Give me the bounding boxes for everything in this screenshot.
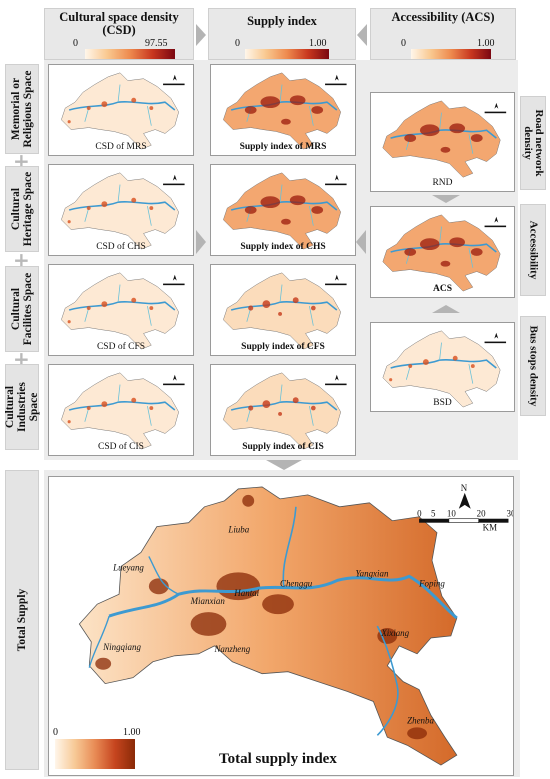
north-arrow-icon <box>458 492 471 509</box>
scale-unit: KM <box>483 523 497 533</box>
caption-acs: ACS <box>432 284 452 294</box>
map-csd-chs: CSD of CHS <box>48 164 194 256</box>
map-supply-cis: Supply index of CIS <box>210 364 356 456</box>
header-supply-min: 0 <box>235 38 240 49</box>
caption-supply-mrs: Supply index of MRS <box>239 142 327 152</box>
header-csd-max: 97.55 <box>145 38 168 49</box>
header-acs: Accessibility (ACS) 0 1.00 <box>370 8 516 60</box>
place-label: Chenggu <box>280 578 313 588</box>
arrow-left-row <box>356 230 366 254</box>
caption-csd-cis: CSD of CIS <box>98 442 144 452</box>
map-csd-cis: CSD of CIS <box>48 364 194 456</box>
caption-rnd: RND <box>432 178 453 188</box>
supply-color-ramp <box>245 49 329 59</box>
place-label: Ningqiang <box>102 642 141 652</box>
map-csd-mrs: CSD of MRS <box>48 64 194 156</box>
map-supply-chs: Supply index of CHS <box>210 164 356 256</box>
place-label: Liuba <box>227 525 249 535</box>
header-acs-min: 0 <box>401 38 406 49</box>
arrow-right-header-1 <box>196 24 206 46</box>
scale-tick-label: 0 <box>417 509 422 519</box>
place-label: Mianxian <box>190 596 226 606</box>
place-labels: Liuba Lueyang Foping Mianxian Hantai Chenggu Y… <box>102 525 445 726</box>
row-label-cis: Cultural Industries Space <box>4 364 40 450</box>
map-svg <box>371 93 514 191</box>
scale-tick-label: 20 <box>477 509 486 519</box>
arrow-left-header-2 <box>357 24 367 46</box>
header-acs-max: 1.00 <box>477 38 495 49</box>
caption-supply-cis: Supply index of CIS <box>242 442 324 452</box>
place-label: Xixiang <box>380 628 409 638</box>
side-label-acs: Accessibility <box>520 204 546 296</box>
hotspots <box>95 494 428 740</box>
tributary <box>148 556 179 595</box>
tributary <box>282 506 297 589</box>
header-csd: Cultural space density (CSD) 0 97.55 <box>44 8 194 60</box>
tributary <box>88 615 110 668</box>
place-label: Zhenba <box>407 715 434 725</box>
place-label: Foping <box>418 578 445 588</box>
place-label: Nanzheng <box>213 644 250 654</box>
scale-ticks: 05 10 20 30 KM <box>417 509 513 533</box>
place-label: Hantai <box>233 588 259 598</box>
scale-tick-label: 30 <box>506 509 513 519</box>
header-supply-title: Supply index <box>247 14 317 28</box>
tributary <box>376 625 399 736</box>
side-label-rnd: Road network density <box>520 96 546 190</box>
row-label-chs: Cultural Heritage Space <box>5 166 39 252</box>
arrow-down-to-total <box>266 460 302 470</box>
map-csd-cfs: CSD of CFS <box>48 264 194 356</box>
row-label-mrs: Memorial or Religious Space <box>5 64 39 154</box>
header-supply-max: 1.00 <box>309 38 327 49</box>
caption-supply-chs: Supply index of CHS <box>240 242 326 252</box>
row-label-total: Total Supply <box>5 470 39 770</box>
scale-tick-label: 5 <box>431 509 436 519</box>
header-supply: Supply index 0 1.00 <box>208 8 356 60</box>
map-supply-mrs: Supply index of MRS <box>210 64 356 156</box>
caption-csd-chs: CSD of CHS <box>96 242 146 252</box>
acs-color-ramp <box>411 49 491 59</box>
map-bsd: BSD <box>370 322 515 412</box>
header-csd-title: Cultural space density (CSD) <box>59 10 179 37</box>
header-acs-title: Accessibility (ACS) <box>391 10 495 24</box>
row-label-cfs: Cultural Facilites Space <box>5 266 39 352</box>
main-river <box>108 574 458 620</box>
caption-csd-cfs: CSD of CFS <box>96 342 146 352</box>
total-title: Total supply index <box>219 751 337 767</box>
arrow-down-icon <box>432 195 460 203</box>
map-supply-cfs: Supply index of CFS <box>210 264 356 356</box>
place-label: Lueyang <box>112 562 144 572</box>
side-label-bsd: Bus stops density <box>520 316 546 416</box>
total-map-svg: N 05 10 20 30 KM Liuba Lueyang Foping Mianxian H… <box>78 483 513 766</box>
arrow-up-icon <box>432 305 460 313</box>
caption-csd-mrs: CSD of MRS <box>95 142 147 152</box>
plus-icon: + <box>13 248 30 272</box>
caption-bsd: BSD <box>433 398 452 408</box>
total-region-shape <box>78 486 458 766</box>
total-legend-min: 0 <box>53 727 58 738</box>
map-total-supply: N 05102030KM LiubaLueyangFopingMianxianH… <box>48 476 514 776</box>
map-rnd: RND <box>370 92 515 192</box>
caption-supply-cfs: Supply index of CFS <box>241 342 325 352</box>
header-csd-min: 0 <box>73 38 78 49</box>
map-acs: ACS <box>370 206 515 298</box>
scale-bar <box>419 518 509 523</box>
arrow-right-row <box>196 230 206 254</box>
total-legend-ramp <box>55 739 135 769</box>
total-legend-max: 1.00 <box>123 727 141 738</box>
place-label: Yangxian <box>355 568 388 578</box>
scale-tick-label: 10 <box>447 509 456 519</box>
csd-color-ramp <box>85 49 175 59</box>
north-label: N <box>461 483 468 493</box>
